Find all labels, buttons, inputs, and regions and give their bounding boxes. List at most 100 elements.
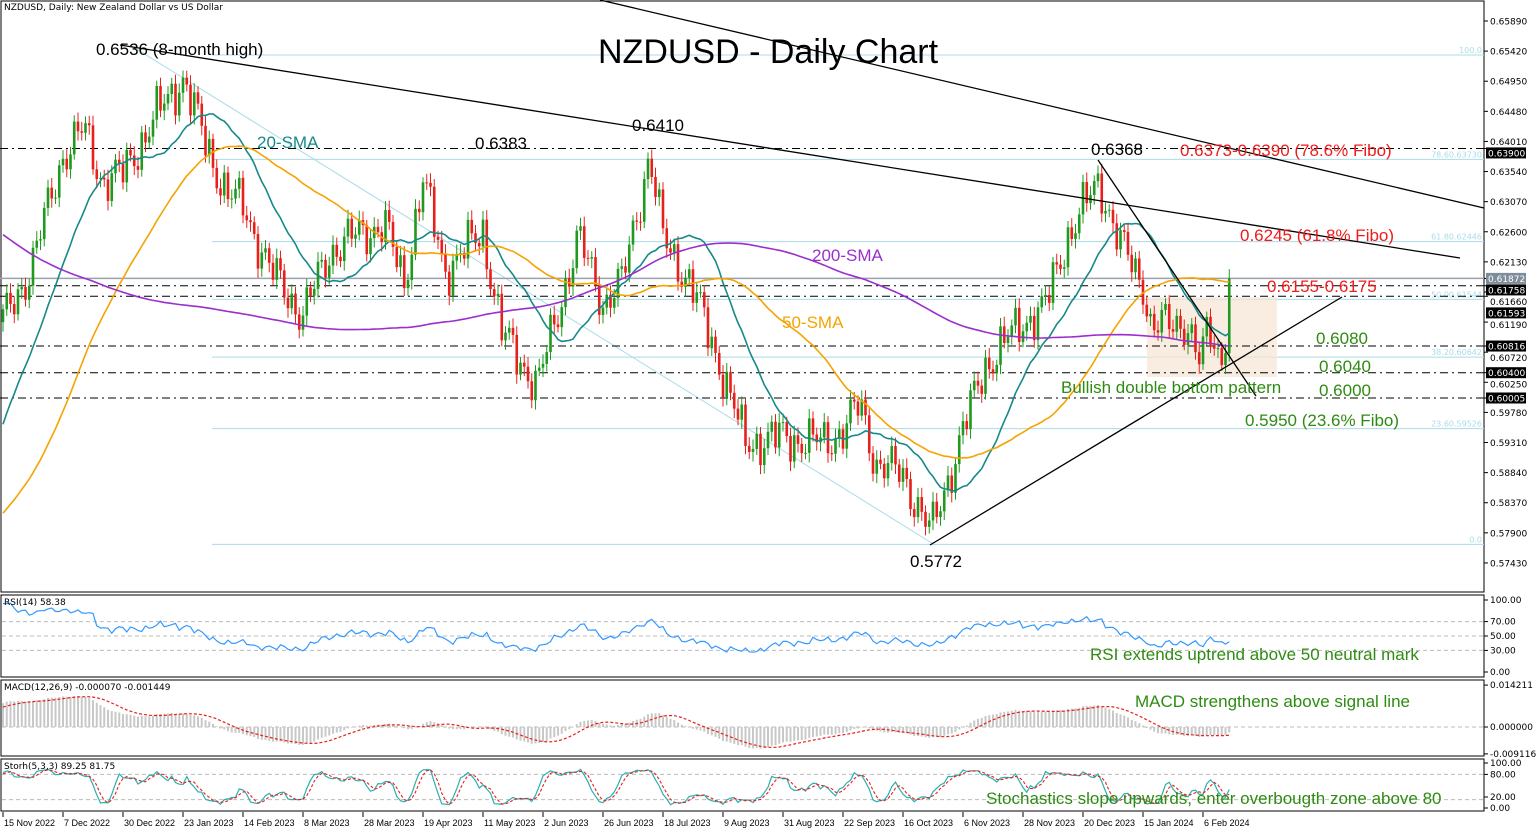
macd-histogram-bar [692,727,694,729]
label-200-sma: 200-SMA [812,246,883,265]
candle-up [1164,304,1167,310]
candle-up [1025,322,1029,332]
macd-histogram-bar [1044,711,1047,727]
macd-histogram-bar [534,727,537,744]
price-tick-label: 0.58370 [1490,499,1527,509]
annotation-0-6040: 0.6040 [1319,357,1371,376]
macd-histogram-bar [1123,715,1126,727]
macd-histogram-bar [444,726,447,727]
macd-histogram-bar [39,700,42,727]
candle-down [267,248,271,263]
candle-up [751,448,755,452]
upper-channel-trendline[interactable] [599,0,1485,209]
fibo-label: 38.20.60642 [1431,348,1482,357]
candle-up [504,332,507,341]
macd-histogram-bar [729,727,732,743]
price-tick-label: 0.59310 [1490,439,1527,449]
candle-up [481,219,485,247]
macd-histogram-bar [834,727,837,735]
short-term-downtrend-line[interactable] [1097,159,1257,397]
macd-histogram-bar [845,727,848,733]
200-sma-line [2,234,1230,347]
macd-histogram-bar [973,720,976,727]
candle-up [155,85,159,120]
rsi-header: RSI(14) 58.38 [4,598,66,608]
macd-histogram-bar [647,714,649,727]
macd-histogram-bar [737,727,739,746]
candle-up [166,94,170,104]
candle-down [324,259,327,278]
macd-histogram-bar [249,727,252,737]
macd-histogram-bar [797,727,799,741]
candle-up [699,292,702,294]
date-tick-label: 19 Apr 2023 [424,818,473,828]
candle-down [76,121,80,132]
candle-down [691,269,695,303]
macd-histogram-bar [257,727,259,739]
candle-up [275,258,279,280]
macd-histogram-bar [122,714,124,727]
annotation-0-5772: 0.5772 [910,552,962,571]
macd-histogram-bar [890,727,893,733]
candle-down [185,77,189,85]
macd-histogram-bar [1224,727,1227,736]
macd-histogram-bar [1183,727,1186,736]
candle-down [417,208,421,213]
macd-histogram-bar [924,727,927,738]
candle-up [890,446,894,464]
ascending-support-trendline[interactable] [929,296,1343,546]
candle-up [369,238,372,255]
macd-histogram-bar [324,727,327,737]
candle-down [826,422,830,454]
macd-histogram-bar [302,727,304,745]
macd-histogram-bar [1112,710,1114,727]
date-tick-label: 2 Jun 2023 [544,818,589,828]
macd-histogram-bar [860,727,863,728]
fibo-label: 78.60.63730 [1431,150,1482,159]
annotation-0-6000: 0.6000 [1319,381,1371,400]
candle-down [1145,304,1149,317]
date-axis: 15 Nov 2022 7 Dec 2022 30 Dec 2022 23 Jan 2… [2,812,1250,828]
descending-resistance-trendline[interactable] [119,44,1461,259]
candle-up [140,132,144,170]
macd-histogram-bar [1119,714,1122,727]
macd-histogram-bar [440,724,443,727]
candle-up [320,259,324,262]
macd-histogram-bar [992,714,994,727]
macd-histogram-bar [864,727,867,728]
macd-histogram-bar [1093,705,1096,727]
macd-histogram-bar [320,727,323,738]
macd-histogram-bar [1134,721,1137,727]
candle-up [290,293,294,309]
candle-down [1152,313,1156,331]
candle-up [354,234,357,239]
candle-up [946,475,950,491]
label-20-sma: 20-SMA [257,133,319,152]
macd-histogram-bar [287,727,289,744]
macd-histogram-bar [572,727,574,728]
candle-up [1010,325,1014,337]
macd-histogram-bar [684,726,687,727]
candle-up [725,371,729,398]
macd-histogram-bar [92,700,94,727]
macd-histogram-bar [1145,727,1148,728]
fibo-label: 61.80.62446 [1431,233,1482,242]
candle-up [1201,336,1205,365]
candle-up [537,367,541,371]
date-tick-label: 8 Mar 2023 [304,818,350,828]
macd-histogram-bar [268,727,271,741]
macd-histogram-bar [748,727,751,748]
macd-histogram-bar [1194,727,1197,736]
candle-down [286,297,290,309]
candle-up [61,158,65,166]
candle-down [552,314,556,325]
candle-up [20,287,24,290]
macd-histogram-bar [617,724,619,727]
candle-down [440,239,444,254]
candle-down [852,399,856,402]
candle-up [1,309,5,323]
macd-histogram-bar [13,701,16,727]
tick-label: 100.00 [1490,596,1522,606]
candle-down [965,421,969,430]
macd-histogram-bar [800,727,803,740]
